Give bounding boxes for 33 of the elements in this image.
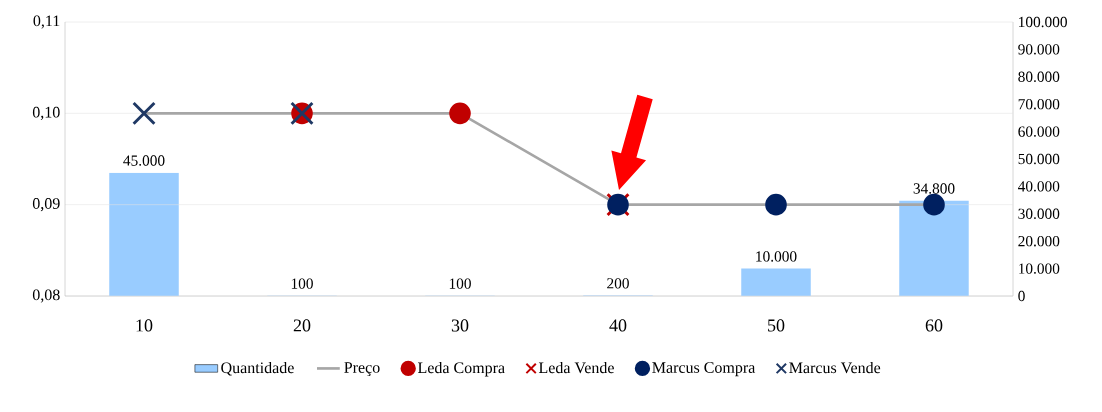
y2-tick-label: 10.000 xyxy=(1019,263,1060,274)
data-label: 100 xyxy=(291,278,313,289)
x-tick-label: 50 xyxy=(768,319,785,332)
y2-tick-label: 80.000 xyxy=(1018,71,1060,82)
x-tick-label: 20 xyxy=(293,319,311,332)
y-tick-label: 0,09 xyxy=(32,198,60,212)
legend-label: Preço xyxy=(344,362,380,377)
y2-tick-label: 30.000 xyxy=(1018,208,1060,219)
legend-label: Marcus Compra xyxy=(652,362,756,377)
legend-label: Leda Compra xyxy=(418,361,505,377)
y2-tick-label: 100.000 xyxy=(1019,16,1067,28)
y2-tick-label: 70.000 xyxy=(1018,99,1060,110)
legend-label: Quantidade xyxy=(221,361,294,376)
y2-tick-label: 50.000 xyxy=(1018,153,1060,165)
y-tick-label: 0,10 xyxy=(32,106,60,120)
x-tick-label: 60 xyxy=(925,319,943,332)
data-label: 45.000 xyxy=(123,155,165,166)
y2-tick-label: 0 xyxy=(1018,290,1025,302)
data-label: 100 xyxy=(449,278,471,289)
legend-label: Marcus Vende xyxy=(789,361,881,374)
data-label: 34.800 xyxy=(913,183,955,194)
y-tick-label: 0,08 xyxy=(32,289,60,303)
legend-label: Leda Vende xyxy=(538,361,614,374)
x-tick-label: 40 xyxy=(609,319,627,332)
data-label: 10.000 xyxy=(756,251,797,262)
y2-tick-label: 40.000 xyxy=(1018,181,1060,192)
x-tick-label: 30 xyxy=(451,319,469,332)
data-label: 200 xyxy=(607,278,629,289)
y-tick-label: 0,11 xyxy=(33,15,60,29)
y2-tick-label: 90.000 xyxy=(1018,44,1060,55)
x-tick-label: 10 xyxy=(136,319,153,332)
y2-tick-label: 20.000 xyxy=(1018,236,1060,247)
y2-tick-label: 60.000 xyxy=(1018,126,1060,137)
